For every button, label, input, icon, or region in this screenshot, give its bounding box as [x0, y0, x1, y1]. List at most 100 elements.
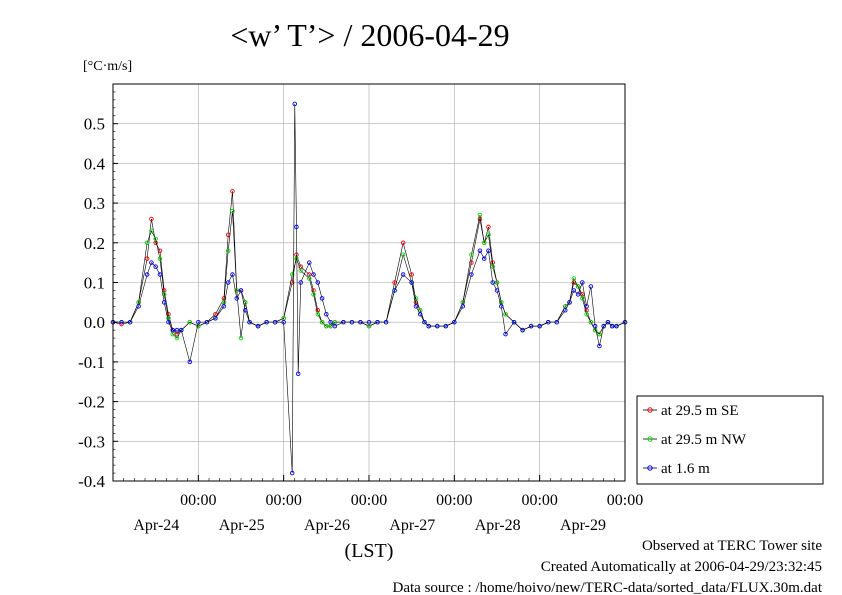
data-point [413, 304, 419, 309]
data-point [400, 252, 406, 257]
data-point [298, 268, 303, 273]
data-point [392, 288, 397, 293]
data-point [272, 319, 278, 325]
data-point [571, 276, 577, 281]
data-point [571, 288, 577, 293]
data-point [157, 256, 163, 261]
data-point [213, 315, 218, 321]
y-tick-label: 0.1 [84, 274, 105, 293]
data-point [499, 304, 504, 309]
data-point [563, 308, 568, 313]
x-tick-date-label: Apr-27 [389, 517, 435, 534]
data-point [537, 323, 542, 329]
y-tick-label: 0.0 [84, 313, 105, 332]
y-tick-label: -0.2 [78, 393, 105, 412]
data-point [383, 319, 389, 325]
data-point [520, 327, 525, 333]
data-point [554, 319, 559, 325]
data-point [435, 323, 440, 329]
data-point [157, 272, 163, 277]
data-point [588, 319, 594, 325]
data-point [452, 319, 457, 325]
data-point [545, 319, 551, 325]
data-point [225, 280, 231, 285]
data-point [328, 319, 333, 325]
x-tick-date-label: Apr-25 [219, 517, 265, 534]
data-point [144, 272, 150, 277]
series-line [113, 103, 626, 474]
data-point [127, 319, 133, 325]
data-point [119, 319, 124, 325]
legend-marker [647, 436, 653, 442]
data-point [511, 319, 517, 325]
data-point [469, 272, 474, 277]
data-point [426, 323, 431, 329]
x-tick-date-label: Apr-29 [560, 517, 606, 534]
data-point [341, 319, 346, 325]
x-tick-time-label: 00:00 [436, 492, 472, 509]
footer-created: Created Automatically at 2006-04-29/23:3… [541, 559, 822, 575]
x-axis: 00:00Apr-2400:00Apr-2500:00Apr-2600:00Ap… [112, 475, 643, 534]
series-line [113, 211, 626, 339]
data-point [174, 335, 180, 341]
y-tick-label: 0.2 [84, 234, 105, 253]
data-point [149, 260, 154, 265]
data-point [161, 292, 167, 297]
data-point [225, 248, 231, 253]
data-point [187, 359, 193, 365]
data-point [319, 319, 325, 325]
data-point [358, 319, 363, 325]
data-point [295, 371, 301, 377]
data-point [315, 312, 321, 317]
y-axis-label: [°C·m/s] [83, 59, 132, 74]
x-tick-date-label: Apr-26 [304, 517, 350, 534]
y-axis: -0.4 -0.3 -0.2 -0.1 0.0 0.1 0.2 0.3 0.4 0.5 [78, 83, 118, 491]
data-point [584, 312, 589, 317]
data-point [311, 292, 316, 297]
data-point [481, 256, 487, 261]
data-point [149, 228, 154, 234]
footer-source: Data source : /home/hoivo/new/TERC-data/… [393, 580, 823, 595]
data-point [567, 300, 572, 305]
data-point [204, 319, 210, 325]
footer-observed: Observed at TERC Tower site [642, 538, 822, 554]
data-point [580, 296, 585, 301]
data-point [366, 319, 372, 325]
data-point [486, 248, 491, 253]
data-point [584, 304, 589, 309]
data-point [409, 272, 414, 277]
data-point [292, 101, 298, 107]
x-tick-date-label: Apr-24 [133, 517, 179, 534]
data-point [281, 319, 286, 325]
data-point [400, 272, 406, 277]
data-point [174, 327, 180, 333]
data-point [597, 343, 602, 349]
data-point [289, 470, 295, 476]
data-point [230, 208, 235, 214]
data-point [234, 296, 239, 301]
data-point [413, 296, 419, 301]
data-point [503, 331, 508, 337]
data-point [144, 240, 150, 246]
data-point [315, 280, 321, 285]
data-point [161, 300, 167, 305]
data-point [311, 272, 316, 277]
data-point [422, 319, 427, 325]
data-point [170, 327, 175, 333]
data-point [294, 256, 299, 261]
y-tick-label: 0.4 [84, 154, 106, 173]
data-point [234, 288, 239, 293]
series-group [110, 101, 628, 476]
legend-label: at 29.5 m NW [661, 432, 747, 448]
data-point [324, 312, 329, 317]
data-point [528, 323, 534, 329]
data-point [187, 319, 193, 325]
data-point [332, 323, 338, 329]
data-point [490, 264, 495, 269]
legend-marker [647, 465, 653, 471]
x-axis-label: (LST) [345, 540, 394, 562]
data-point [469, 252, 474, 257]
data-point [503, 312, 508, 317]
legend-label: at 1.6 m [661, 461, 710, 477]
